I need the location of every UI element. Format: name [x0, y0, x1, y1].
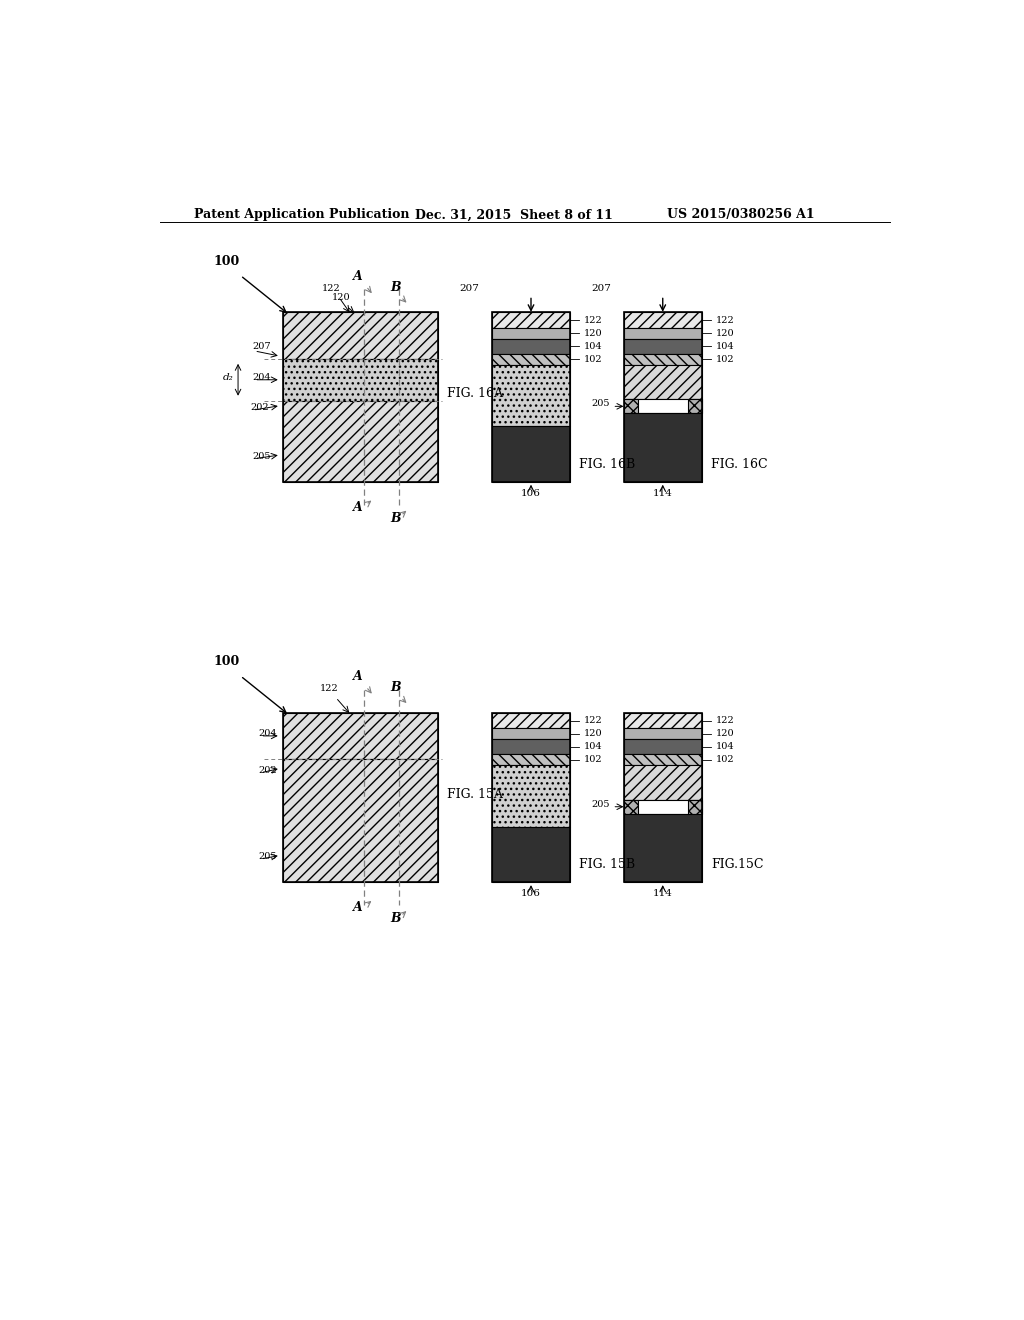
Text: FIG. 16B: FIG. 16B — [579, 458, 635, 471]
Bar — [283, 359, 438, 401]
Text: 104: 104 — [716, 342, 734, 351]
Text: 122: 122 — [584, 315, 602, 325]
Text: 120: 120 — [332, 293, 350, 302]
Bar — [624, 354, 701, 364]
Bar — [493, 313, 569, 327]
Bar — [624, 739, 701, 755]
Bar — [493, 755, 569, 766]
Bar — [624, 800, 638, 813]
Text: 102: 102 — [584, 355, 602, 364]
Text: 202: 202 — [251, 403, 269, 412]
Bar — [624, 713, 701, 882]
Text: 120: 120 — [584, 329, 602, 338]
Text: A: A — [353, 902, 364, 915]
Bar — [624, 364, 701, 400]
Text: 204: 204 — [253, 372, 271, 381]
Text: 102: 102 — [584, 755, 602, 764]
Bar — [624, 813, 701, 882]
Text: A: A — [353, 671, 364, 684]
Bar — [624, 800, 701, 813]
Bar — [493, 729, 569, 739]
Bar — [493, 713, 569, 729]
Bar — [624, 327, 701, 339]
Text: A: A — [353, 502, 364, 513]
Bar — [624, 766, 701, 800]
Bar — [493, 313, 569, 482]
Text: FIG. 15B: FIG. 15B — [579, 858, 635, 871]
Text: 114: 114 — [653, 488, 673, 498]
Text: 104: 104 — [716, 742, 734, 751]
Text: 114: 114 — [653, 890, 673, 898]
Bar — [283, 401, 438, 482]
Text: 204: 204 — [258, 729, 276, 738]
Text: US 2015/0380256 A1: US 2015/0380256 A1 — [667, 209, 814, 222]
Text: FIG. 15A: FIG. 15A — [447, 788, 503, 800]
Text: 122: 122 — [716, 715, 734, 725]
Text: 120: 120 — [716, 329, 734, 338]
Text: 104: 104 — [584, 342, 602, 351]
Bar — [624, 313, 701, 482]
Text: FIG.15C: FIG.15C — [711, 858, 763, 871]
Bar — [283, 713, 438, 882]
Text: Patent Application Publication: Patent Application Publication — [194, 209, 410, 222]
Bar — [283, 713, 438, 759]
Bar — [687, 800, 701, 813]
Bar — [624, 400, 638, 413]
Text: 100: 100 — [213, 655, 240, 668]
Text: 122: 122 — [584, 715, 602, 725]
Bar — [493, 766, 569, 826]
Bar — [624, 713, 701, 729]
Text: 202: 202 — [258, 766, 276, 775]
Text: B: B — [390, 912, 400, 925]
Bar — [493, 426, 569, 482]
Bar — [624, 400, 701, 413]
Bar — [493, 354, 569, 364]
Bar — [624, 729, 701, 739]
Text: 122: 122 — [321, 684, 339, 693]
Text: 122: 122 — [322, 284, 340, 293]
Text: 207: 207 — [253, 342, 271, 351]
Bar — [687, 400, 701, 413]
Text: 207: 207 — [591, 284, 610, 293]
Bar — [493, 327, 569, 339]
Text: 102: 102 — [716, 755, 734, 764]
Bar — [624, 313, 701, 327]
Text: FIG. 16C: FIG. 16C — [711, 458, 767, 471]
Bar — [493, 713, 569, 882]
Text: 106: 106 — [521, 890, 541, 898]
Text: 122: 122 — [716, 315, 734, 325]
Text: B: B — [390, 281, 400, 294]
Text: 207: 207 — [459, 284, 479, 293]
Text: 104: 104 — [584, 742, 602, 751]
Text: A: A — [353, 271, 364, 282]
Bar — [624, 339, 701, 354]
Text: 120: 120 — [584, 729, 602, 738]
Bar — [283, 313, 438, 482]
Text: 102: 102 — [716, 355, 734, 364]
Bar — [493, 739, 569, 755]
Bar — [283, 313, 438, 359]
Bar — [493, 339, 569, 354]
Bar — [624, 755, 701, 766]
Text: 100: 100 — [213, 255, 240, 268]
Bar — [493, 826, 569, 882]
Text: 120: 120 — [716, 729, 734, 738]
Text: d₂: d₂ — [222, 372, 233, 381]
Text: FIG. 16A: FIG. 16A — [447, 387, 504, 400]
Text: B: B — [390, 512, 400, 525]
Text: 205: 205 — [253, 451, 271, 461]
Bar — [493, 364, 569, 426]
Text: 205: 205 — [258, 853, 276, 861]
Text: 205: 205 — [592, 800, 610, 809]
Text: B: B — [390, 681, 400, 694]
Text: 106: 106 — [521, 488, 541, 498]
Bar — [624, 413, 701, 482]
Text: Dec. 31, 2015  Sheet 8 of 11: Dec. 31, 2015 Sheet 8 of 11 — [415, 209, 612, 222]
Text: 205: 205 — [592, 400, 610, 408]
Bar — [283, 759, 438, 882]
